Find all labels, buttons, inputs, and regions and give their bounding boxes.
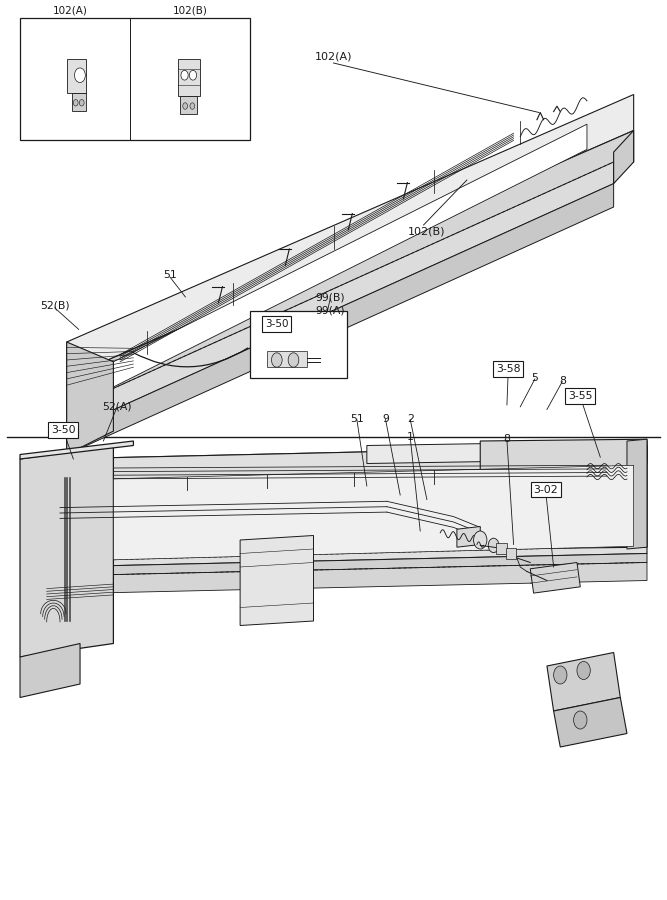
Polygon shape — [367, 441, 647, 464]
Polygon shape — [240, 536, 313, 626]
Text: 102(B): 102(B) — [408, 226, 446, 237]
Polygon shape — [113, 465, 634, 560]
Polygon shape — [71, 93, 86, 111]
Polygon shape — [20, 441, 133, 459]
Text: 102(A): 102(A) — [315, 51, 352, 62]
Text: 3-02: 3-02 — [534, 484, 558, 495]
Polygon shape — [480, 439, 647, 549]
Circle shape — [577, 662, 590, 680]
Polygon shape — [457, 526, 480, 547]
Polygon shape — [53, 562, 647, 594]
Text: 3-50: 3-50 — [265, 319, 289, 329]
Circle shape — [474, 531, 487, 549]
Text: 9: 9 — [382, 413, 389, 424]
Polygon shape — [627, 439, 647, 549]
Circle shape — [190, 103, 195, 109]
Polygon shape — [547, 652, 620, 711]
Text: 52(A): 52(A) — [102, 401, 131, 412]
Circle shape — [181, 70, 188, 80]
Circle shape — [183, 103, 187, 109]
Polygon shape — [67, 342, 113, 454]
Polygon shape — [178, 59, 199, 96]
Text: 51: 51 — [350, 413, 364, 424]
Circle shape — [574, 711, 587, 729]
Polygon shape — [53, 554, 647, 576]
Polygon shape — [614, 130, 634, 184]
Polygon shape — [530, 562, 580, 593]
Text: 52(B): 52(B) — [40, 301, 69, 311]
Polygon shape — [53, 446, 647, 477]
Bar — [496, 543, 507, 553]
Circle shape — [554, 666, 567, 684]
Polygon shape — [67, 130, 634, 410]
Text: 102(B): 102(B) — [173, 5, 207, 16]
Text: 99(B): 99(B) — [315, 292, 345, 302]
Bar — [506, 548, 516, 559]
Text: 8: 8 — [504, 434, 510, 445]
Polygon shape — [20, 644, 80, 698]
Polygon shape — [53, 446, 647, 567]
Bar — [250, 310, 347, 378]
Polygon shape — [67, 184, 614, 454]
Text: 99(A): 99(A) — [315, 305, 345, 316]
Text: 2: 2 — [407, 413, 414, 424]
Circle shape — [79, 100, 84, 106]
Circle shape — [271, 353, 282, 367]
Circle shape — [288, 353, 299, 367]
Polygon shape — [20, 446, 113, 657]
Circle shape — [75, 68, 85, 83]
Polygon shape — [67, 162, 614, 431]
Polygon shape — [67, 59, 86, 93]
Text: 5: 5 — [532, 373, 538, 383]
FancyArrowPatch shape — [133, 348, 247, 367]
Text: 8: 8 — [559, 375, 566, 386]
Text: 102(A): 102(A) — [53, 5, 87, 16]
Text: 3-50: 3-50 — [51, 425, 75, 436]
Circle shape — [73, 100, 78, 106]
Circle shape — [189, 70, 197, 80]
Text: 3-55: 3-55 — [568, 391, 592, 401]
Text: 51: 51 — [163, 269, 177, 280]
Circle shape — [488, 538, 499, 553]
Polygon shape — [267, 351, 307, 367]
Text: 1: 1 — [407, 431, 414, 442]
Bar — [20, 18, 250, 140]
Text: 3-58: 3-58 — [496, 364, 520, 374]
Polygon shape — [113, 124, 587, 387]
Polygon shape — [554, 698, 627, 747]
Polygon shape — [180, 96, 197, 114]
Polygon shape — [67, 94, 634, 378]
